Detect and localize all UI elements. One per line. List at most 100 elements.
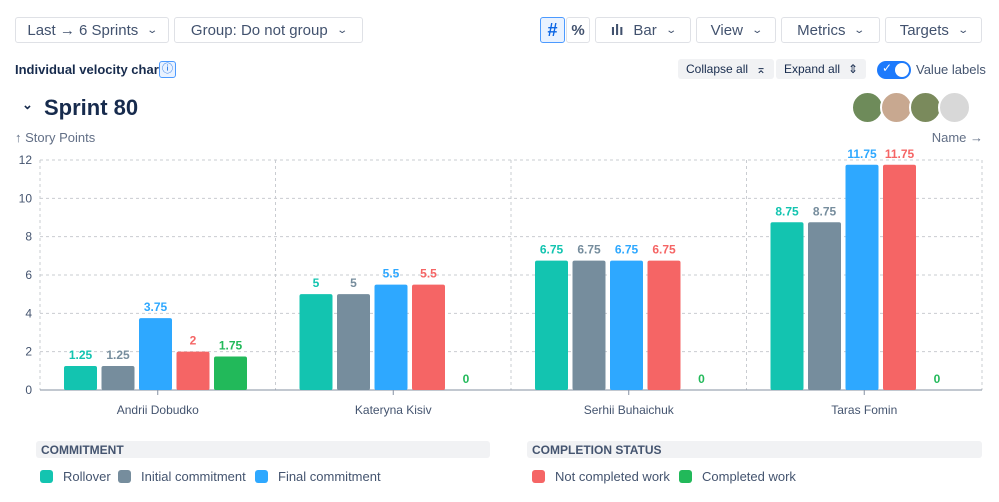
chart-type-dropdown[interactable]: ılı Bar ⌄ [595,17,691,43]
collapse-all-label: Collapse all [686,62,749,76]
legend-swatch [40,470,53,483]
metrics-dropdown[interactable]: Metrics ⌄ [781,17,880,43]
expand-icon: ⇕ [848,62,859,76]
view-label: View [710,21,743,39]
bar-not-completed-work [412,284,445,390]
chart-type-label: Bar [633,21,657,39]
legend-swatch [255,470,268,483]
data-label: 1.75 [219,338,243,352]
legend-swatch [118,470,131,483]
sprint-range-dropdown[interactable]: Last → 6 Sprints ⌄ [15,17,169,43]
bar-final-commitment [139,318,172,390]
check-icon: ✓ [882,61,893,75]
expand-all-label: Expand all [784,62,841,76]
value-labels-label: Value labels [916,62,986,77]
info-icon[interactable]: ⓘ [159,61,176,78]
metrics-label: Metrics [797,21,846,39]
data-label: 2 [190,334,197,348]
sprint-range-label: Last → 6 Sprints [27,21,139,39]
percent-icon: % [571,21,585,39]
bar-rollover [770,222,804,390]
view-dropdown[interactable]: View ⌄ [696,17,776,43]
percent-values-toggle[interactable]: % [566,17,590,43]
avatar[interactable] [851,91,884,124]
data-label: 1.25 [106,348,130,362]
chevron-down-icon: ⌄ [751,24,763,36]
collapse-icon: ⌅ [756,62,767,76]
x-tick-label: Serhii Buhaichuk [584,403,675,417]
legend-label: Rollover [63,469,111,484]
chevron-down-icon: ⌄ [957,24,969,36]
data-label: 6.75 [652,243,676,257]
x-tick-label: Taras Fomin [831,403,897,417]
bar-initial-commitment [337,294,370,390]
bar-not-completed-work [176,351,210,390]
x-tick-label: Kateryna Kisiv [355,403,432,417]
y-tick-label: 2 [25,345,32,359]
data-label: 6.75 [577,243,601,257]
data-label: 5 [313,276,320,290]
x-axis-label: Name → [931,130,983,145]
legend-item-not-completed[interactable]: Not completed work [532,469,670,484]
chevron-down-icon: ⌄ [336,24,348,36]
chevron-down-icon: ⌄ [146,24,159,36]
avatar[interactable] [909,91,942,124]
avatar[interactable] [880,91,913,124]
legend-item-rollover[interactable]: Rollover [40,469,111,484]
data-label: 0 [463,372,470,386]
bar-rollover [64,366,97,390]
data-label: 11.75 [847,147,877,161]
bar-not-completed-work [883,164,916,390]
data-label: 0 [934,372,941,386]
velocity-bar-chart: 0 2 4 6 8 10 12 Andrii Dobudko 1.25 1.25 3.75 2 1.75… [19,147,983,417]
legend-swatch [532,470,545,483]
data-label: 6.75 [540,243,564,257]
x-tick-label: Andrii Dobudko [117,403,199,417]
data-label: 1.25 [69,348,93,362]
expand-all-button[interactable]: Expand all ⇕ [776,59,867,79]
targets-dropdown[interactable]: Targets ⌄ [885,17,982,43]
data-label: 5 [350,276,357,290]
legend-item-final-commitment[interactable]: Final commitment [255,469,381,484]
data-label: 5.5 [420,267,437,281]
legend-label: Completed work [702,469,796,484]
bar-chart-icon: ılı [610,21,624,39]
y-tick-label: 10 [19,191,33,205]
y-tick-label: 12 [19,153,33,167]
value-labels-toggle[interactable]: ✓ [877,61,911,79]
collapse-sprint-chevron-icon[interactable]: ⌄ [22,97,33,112]
y-tick-label: 8 [25,230,32,244]
bar-rollover [535,260,568,390]
hash-icon: # [547,19,558,40]
collapse-all-button[interactable]: Collapse all ⌅ [678,59,775,79]
bar-completed-work [214,356,247,390]
legend-item-completed[interactable]: Completed work [679,469,796,484]
y-axis-label: ↑ Story Points [15,130,96,145]
absolute-values-toggle[interactable]: # [540,17,565,43]
data-label: 8.75 [813,204,837,218]
targets-label: Targets [899,21,949,39]
legend-label: Initial commitment [141,469,246,484]
bar-initial-commitment [572,260,606,390]
group-dropdown[interactable]: Group: Do not group ⌄ [174,17,363,43]
completion-legend-title: COMPLETION STATUS [527,441,982,458]
y-tick-label: 6 [25,268,32,282]
legend-label: Not completed work [555,469,670,484]
bar-not-completed-work [647,260,681,390]
chevron-down-icon: ⌄ [665,24,677,36]
data-label: 8.75 [775,204,799,218]
data-label: 0 [698,372,705,386]
commitment-legend-title: COMMITMENT [36,441,490,458]
chart-title: Individual velocity chart [15,62,164,77]
legend-swatch [679,470,692,483]
bar-final-commitment [845,164,879,390]
legend-item-initial-commitment[interactable]: Initial commitment [118,469,246,484]
data-label: 6.75 [615,243,639,257]
bar-initial-commitment [808,222,841,390]
toggle-knob [895,63,909,77]
bar-rollover [299,294,333,390]
avatar[interactable] [938,91,971,124]
bar-final-commitment [374,284,408,390]
sprint-title: Sprint 80 [44,95,139,120]
legend-label: Final commitment [278,469,381,484]
